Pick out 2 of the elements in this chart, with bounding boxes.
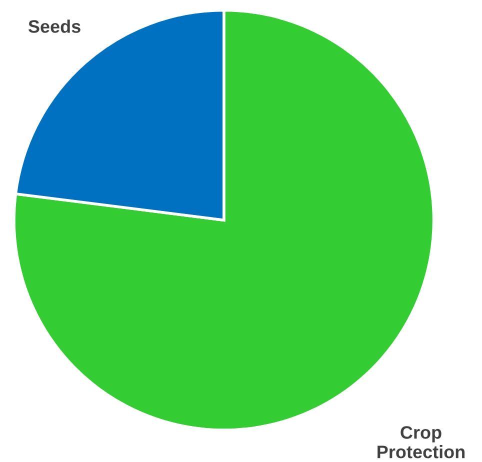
slice-label: Crop Protection — [378, 426, 465, 458]
slice-label: Seeds — [28, 20, 80, 33]
